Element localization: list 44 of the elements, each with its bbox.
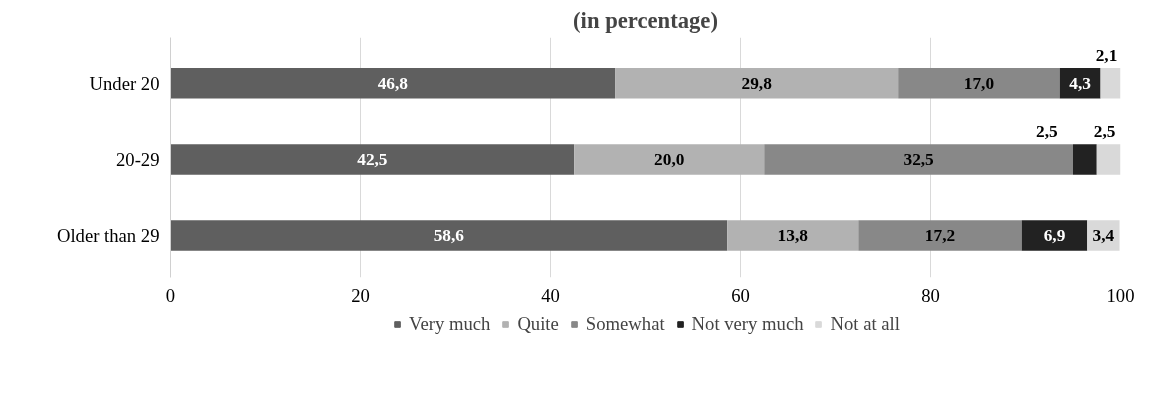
y-tick-label: 20-29 (115, 148, 160, 170)
bar (764, 144, 1073, 175)
x-tick-label: 40 (541, 284, 560, 306)
data-label: 32,5 (903, 149, 935, 169)
legend-label: Not very much (691, 313, 804, 335)
bar (1100, 67, 1121, 99)
data-label: 42,5 (357, 149, 388, 169)
data-label: 20,0 (654, 149, 685, 169)
y-tick-label: Older than 29 (56, 225, 160, 247)
bar (1021, 220, 1088, 251)
data-label: 46,8 (377, 73, 409, 93)
y-tick-label: Under 20 (89, 72, 160, 94)
x-tick-label: 20 (351, 284, 370, 306)
bar (858, 220, 1022, 251)
legend-label: Very much (409, 313, 491, 335)
data-label: 2,1 (1095, 45, 1118, 65)
bar (574, 144, 765, 175)
data-label: 17,0 (963, 73, 995, 93)
x-tick-label: 80 (921, 284, 940, 306)
legend-label: Quite (517, 313, 559, 335)
bar (898, 67, 1060, 99)
data-label: 17,2 (924, 226, 956, 246)
bar (615, 67, 899, 99)
bar (1087, 220, 1120, 251)
data-label: 2,5 (1093, 121, 1116, 141)
x-tick-label: 60 (731, 284, 750, 306)
x-tick-label: 100 (1106, 284, 1135, 306)
data-label: 29,8 (741, 73, 773, 93)
data-label: 13,8 (777, 226, 809, 246)
bar (1073, 144, 1097, 175)
data-label: 3,4 (1092, 226, 1115, 246)
bar (1096, 144, 1121, 175)
bar (170, 144, 575, 175)
x-tick-label: 0 (165, 284, 176, 306)
chart-title: (in percentage) (573, 7, 718, 33)
legend-label: Not at all (830, 313, 900, 335)
data-label: 2,5 (1036, 121, 1059, 141)
data-label: 6,9 (1043, 226, 1066, 246)
bar (170, 67, 616, 99)
data-label: 4,3 (1069, 73, 1092, 93)
data-label: 58,6 (433, 226, 465, 246)
bar (727, 220, 859, 251)
bar (170, 220, 728, 251)
legend-label: Somewhat (585, 313, 665, 335)
